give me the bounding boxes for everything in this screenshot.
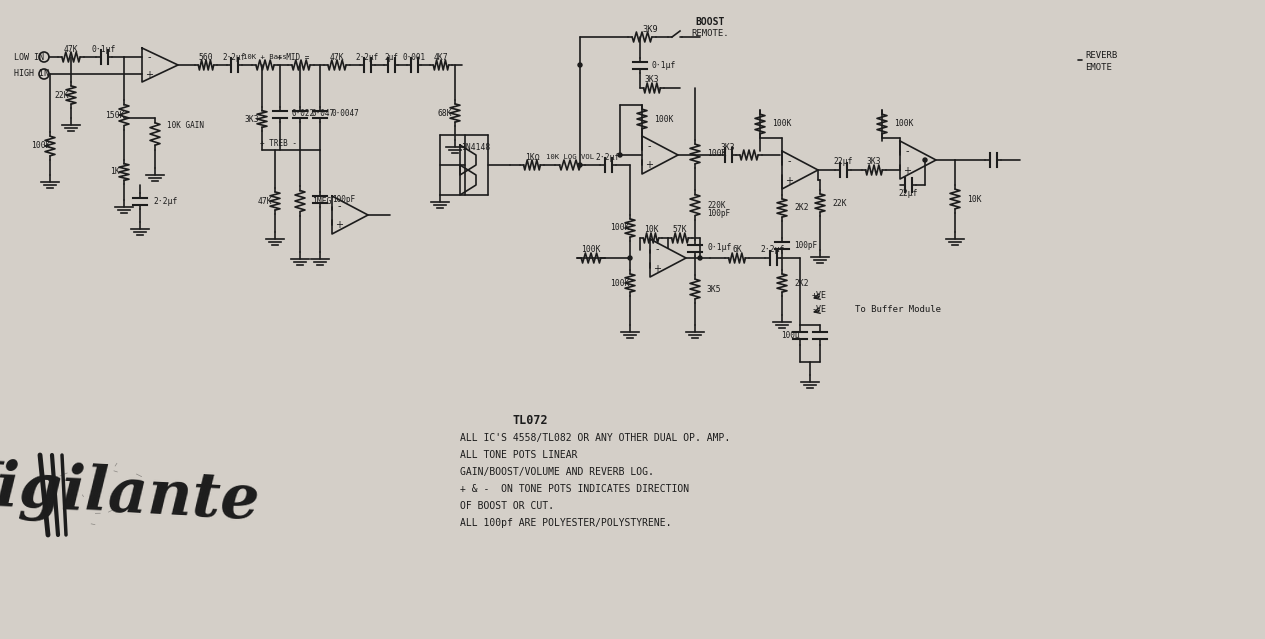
Circle shape [698,256,702,260]
Text: HIGH IN: HIGH IN [14,70,49,79]
Text: 2K2: 2K2 [794,203,808,213]
Text: 100K: 100K [772,119,792,128]
Text: +: + [645,160,653,171]
Text: 100pF: 100pF [794,240,817,249]
Text: 10K: 10K [644,226,658,235]
Text: 2K2: 2K2 [794,279,808,288]
Text: 100K: 100K [32,141,51,151]
Text: To Buffer Module: To Buffer Module [855,305,941,314]
Text: 4K7: 4K7 [434,54,448,63]
Text: 3K3: 3K3 [867,157,882,167]
Text: 0·1µf: 0·1µf [651,61,677,70]
Text: REMOTE.: REMOTE. [691,29,729,38]
Text: -VE: -VE [812,305,827,314]
Text: -: - [655,245,659,254]
Text: 560: 560 [199,54,214,63]
Text: 10K + Bass: 10K + Bass [243,54,287,60]
Text: 22µf: 22µf [834,157,853,167]
Text: 0·047: 0·047 [312,109,335,118]
Text: 47K: 47K [63,45,78,54]
Text: 1MEG: 1MEG [312,197,331,206]
Text: -: - [648,141,650,151]
Text: +: + [786,176,793,185]
Text: BOOST: BOOST [696,17,725,27]
Text: + TREB -: + TREB - [259,139,296,148]
Text: +: + [145,70,153,79]
Text: 100K: 100K [894,119,913,128]
Text: 3K5: 3K5 [707,284,721,293]
Text: 22µf: 22µf [898,189,917,197]
Text: 100K: 100K [610,279,630,288]
Text: 100µ: 100µ [781,330,799,339]
Text: 220K: 220K [707,201,726,210]
Text: ALL IC'S 4558/TL082 OR ANY OTHER DUAL OP. AMP.: ALL IC'S 4558/TL082 OR ANY OTHER DUAL OP… [460,433,730,443]
Text: Vigilante: Vigilante [0,456,262,534]
Text: 2·2µf: 2·2µf [223,54,245,63]
Text: 2·2µf: 2·2µf [596,153,620,162]
Circle shape [627,256,632,260]
Text: 100K: 100K [707,150,726,158]
Text: +: + [903,166,911,176]
Text: EMOTE: EMOTE [1085,63,1112,72]
Text: 0·022: 0·022 [292,109,315,118]
Text: 10K LOG VOL: 10K LOG VOL [546,154,595,160]
Text: +VE: +VE [812,291,827,300]
Text: + MID =: + MID = [277,52,309,61]
Text: 6K: 6K [732,245,741,254]
Text: 57K: 57K [673,226,687,235]
Text: 2·2µf: 2·2µf [355,52,378,61]
Text: -: - [338,201,340,212]
Text: +: + [335,220,343,231]
Text: 47K: 47K [258,197,272,206]
Text: 100K: 100K [610,224,630,233]
Text: 22K: 22K [832,199,846,208]
Text: 100pF: 100pF [331,194,355,203]
Text: 22K: 22K [54,91,70,100]
Text: 150K: 150K [105,111,125,119]
Text: OF BOOST OR CUT.: OF BOOST OR CUT. [460,501,554,511]
Text: 3K3: 3K3 [721,142,735,151]
Text: 2·2µf: 2·2µf [153,197,177,206]
Text: TL072: TL072 [512,413,548,426]
Text: 2·2µf: 2·2µf [760,245,786,254]
Text: LOW IN: LOW IN [14,52,44,61]
Circle shape [578,163,582,167]
Text: -: - [147,52,151,63]
Text: REVERB: REVERB [1085,50,1117,59]
Text: 3K9: 3K9 [643,26,658,35]
Text: 100K: 100K [654,114,673,123]
Text: 0·1µf: 0·1µf [92,45,116,54]
Circle shape [619,153,622,157]
Text: 0·0047: 0·0047 [331,109,359,118]
Circle shape [578,63,582,67]
Text: -: - [906,146,908,157]
Text: 0·1µf: 0·1µf [707,243,731,252]
Text: 10K GAIN: 10K GAIN [167,121,204,130]
Text: 1KΩ: 1KΩ [525,153,539,162]
Text: +: + [653,263,662,273]
Text: -: - [787,157,791,167]
Text: 47K: 47K [330,54,344,63]
Text: 100K: 100K [581,245,601,254]
Text: ALL TONE POTS LINEAR: ALL TONE POTS LINEAR [460,450,578,460]
Text: 2µf: 2µf [385,52,398,61]
Text: 10K: 10K [966,194,982,203]
Text: 0·001: 0·001 [402,52,425,61]
Text: 1K: 1K [110,167,120,176]
Text: 100pF: 100pF [707,210,730,219]
Text: + & -  ON TONE POTS INDICATES DIRECTION: + & - ON TONE POTS INDICATES DIRECTION [460,484,689,494]
Circle shape [923,158,927,162]
Text: 1N4148: 1N4148 [462,144,491,153]
Text: 3K3: 3K3 [244,114,259,123]
Text: GAIN/BOOST/VOLUME AND REVERB LOG.: GAIN/BOOST/VOLUME AND REVERB LOG. [460,467,654,477]
Text: ALL 100pf ARE POLYESTER/POLYSTYRENE.: ALL 100pf ARE POLYESTER/POLYSTYRENE. [460,518,672,528]
Text: 3K3: 3K3 [645,75,659,84]
Text: 68K: 68K [438,109,453,118]
